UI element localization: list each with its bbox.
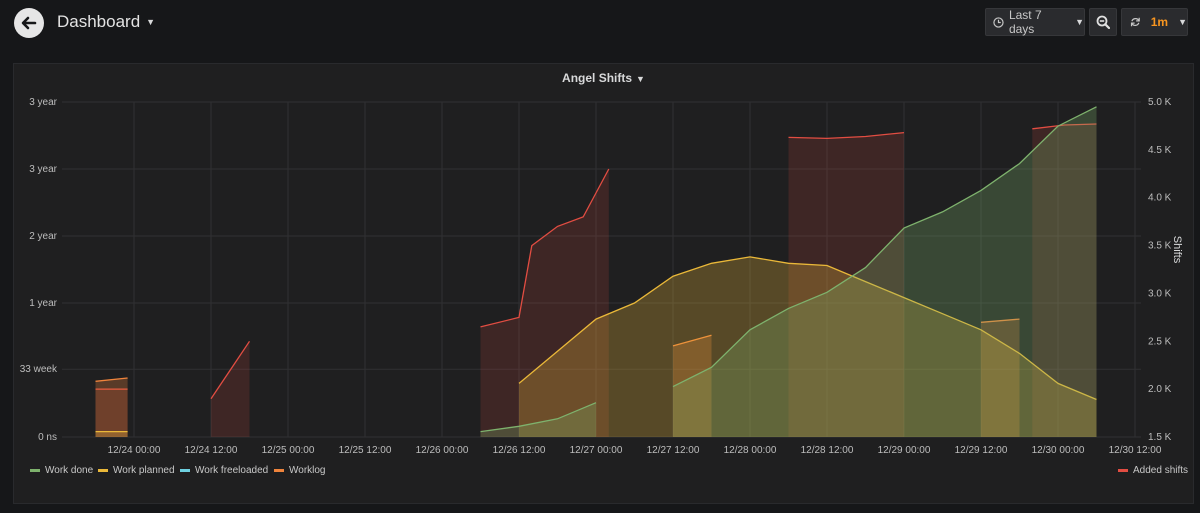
series-line-added-shifts <box>210 340 251 400</box>
zoom-out-icon <box>1096 15 1110 29</box>
y-tick-label-right: 3.0 K <box>1148 288 1172 299</box>
x-tick-label: 12/28 00:00 <box>724 445 777 456</box>
caret-down-icon: ▼ <box>1075 17 1084 27</box>
y-tick-label-left: 0 ns <box>38 432 57 443</box>
legend-swatch <box>1118 469 1128 472</box>
series-line-work-planned <box>518 256 1097 401</box>
series-area-added-shifts <box>788 132 904 437</box>
legend-swatch <box>30 469 40 472</box>
y-tick-label-right: 4.0 K <box>1148 193 1172 204</box>
dashboard-title: Dashboard <box>57 12 141 31</box>
series-area-added-shifts <box>95 389 128 437</box>
series-line-added-shifts <box>788 131 905 140</box>
panel-title-dropdown[interactable]: Angel Shifts ▼ <box>14 71 1193 85</box>
x-tick-label: 12/25 00:00 <box>262 445 315 456</box>
time-range-label: Last 7 days <box>1008 8 1042 36</box>
x-tick-label: 12/24 00:00 <box>108 445 161 456</box>
x-tick-label: 12/25 12:00 <box>339 445 392 456</box>
x-tick-label: 12/30 12:00 <box>1109 445 1162 456</box>
caret-down-icon: ▼ <box>146 17 156 27</box>
y-tick-label-left: 3 year <box>29 164 57 175</box>
series-area-worklog <box>673 335 712 437</box>
x-tick-label: 12/29 12:00 <box>955 445 1008 456</box>
legend-item-work-done[interactable]: Work done <box>30 465 93 476</box>
y-tick-label-left: 3 year <box>29 97 57 108</box>
series-area-work-done <box>673 106 1097 438</box>
x-tick-label: 12/29 00:00 <box>878 445 931 456</box>
clock-icon <box>993 16 1004 28</box>
back-button[interactable] <box>14 8 44 38</box>
arrow-left-icon <box>21 16 37 30</box>
legend-item-work-freeloaded[interactable]: Work freeloaded <box>180 465 268 476</box>
y-tick-label-right: 3.5 K <box>1148 241 1172 252</box>
legend-item-work-planned[interactable]: Work planned <box>98 465 175 476</box>
dashboard-title-dropdown[interactable]: Dashboard ▼ <box>57 12 155 32</box>
x-tick-label: 12/26 12:00 <box>493 445 546 456</box>
series-line-work-done <box>672 106 1097 388</box>
y-tick-label-left: 1 year <box>29 298 57 309</box>
series-area-worklog <box>981 319 1020 437</box>
zoom-out-button[interactable] <box>1089 8 1117 36</box>
chart-area[interactable]: 0 ns 33 week 1 year 2 year 3 year 3 year 1.5 K… <box>14 64 1193 503</box>
x-tick-label: 12/27 00:00 <box>570 445 623 456</box>
series-area-worklog <box>95 378 128 437</box>
x-tick-label: 12/30 00:00 <box>1032 445 1085 456</box>
legend-swatch <box>180 469 190 472</box>
x-tick-label: 12/28 12:00 <box>801 445 854 456</box>
x-tick-label: 12/24 12:00 <box>185 445 238 456</box>
panel-title: Angel Shifts <box>562 71 633 85</box>
legend-item-worklog[interactable]: Worklog <box>274 465 326 476</box>
legend-label: Work done <box>45 465 94 476</box>
series-area-added-shifts <box>211 341 250 437</box>
legend-label: Work freeloaded <box>195 465 269 476</box>
y-tick-label-right: 4.5 K <box>1148 145 1172 156</box>
y-tick-label-right: 1.5 K <box>1148 432 1172 443</box>
refresh-icon <box>1130 17 1140 27</box>
legend-swatch <box>98 469 108 472</box>
series-line-worklog <box>672 334 712 347</box>
x-tick-label: 12/27 12:00 <box>647 445 700 456</box>
y-tick-label-right: 2.0 K <box>1148 384 1172 395</box>
series-area-work-done <box>480 402 596 437</box>
caret-down-icon: ▼ <box>1178 17 1187 27</box>
y-axis-title-right: Shifts <box>1171 236 1183 264</box>
y-tick-label-right: 5.0 K <box>1148 97 1172 108</box>
legend-label: Added shifts <box>1133 465 1189 476</box>
series-area-added-shifts <box>480 169 609 437</box>
y-tick-label-left: 33 week <box>20 364 58 375</box>
time-range-picker[interactable]: Last 7 days ▼ <box>985 8 1085 36</box>
y-tick-label-right: 2.5 K <box>1148 336 1172 347</box>
series-line-work-done <box>480 402 597 433</box>
graph-panel: Angel Shifts ▼ 0 ns 33 week 1 year 2 year 3 y… <box>13 63 1194 504</box>
series-line-worklog <box>980 318 1020 323</box>
x-tick-label: 12/26 00:00 <box>416 445 469 456</box>
series-area-work-planned <box>519 256 1097 437</box>
legend-item-added-shifts[interactable]: Added shifts <box>1118 465 1188 476</box>
top-bar: Dashboard ▼ Last 7 days ▼ 1m ▼ <box>0 0 1200 48</box>
refresh-interval-label: 1m <box>1150 15 1169 29</box>
series-line-worklog <box>95 377 128 382</box>
caret-down-icon: ▼ <box>636 74 645 84</box>
series-line-added-shifts <box>1032 123 1097 130</box>
legend-label: Work planned <box>113 465 175 476</box>
series-area-work-planned <box>95 431 128 437</box>
refresh-button[interactable]: 1m ▼ <box>1121 8 1188 36</box>
legend-label: Worklog <box>289 465 326 476</box>
series-area-added-shifts <box>1032 124 1097 437</box>
y-tick-label-left: 2 year <box>29 231 57 242</box>
legend-swatch <box>274 469 284 472</box>
series-line-added-shifts <box>480 168 610 328</box>
